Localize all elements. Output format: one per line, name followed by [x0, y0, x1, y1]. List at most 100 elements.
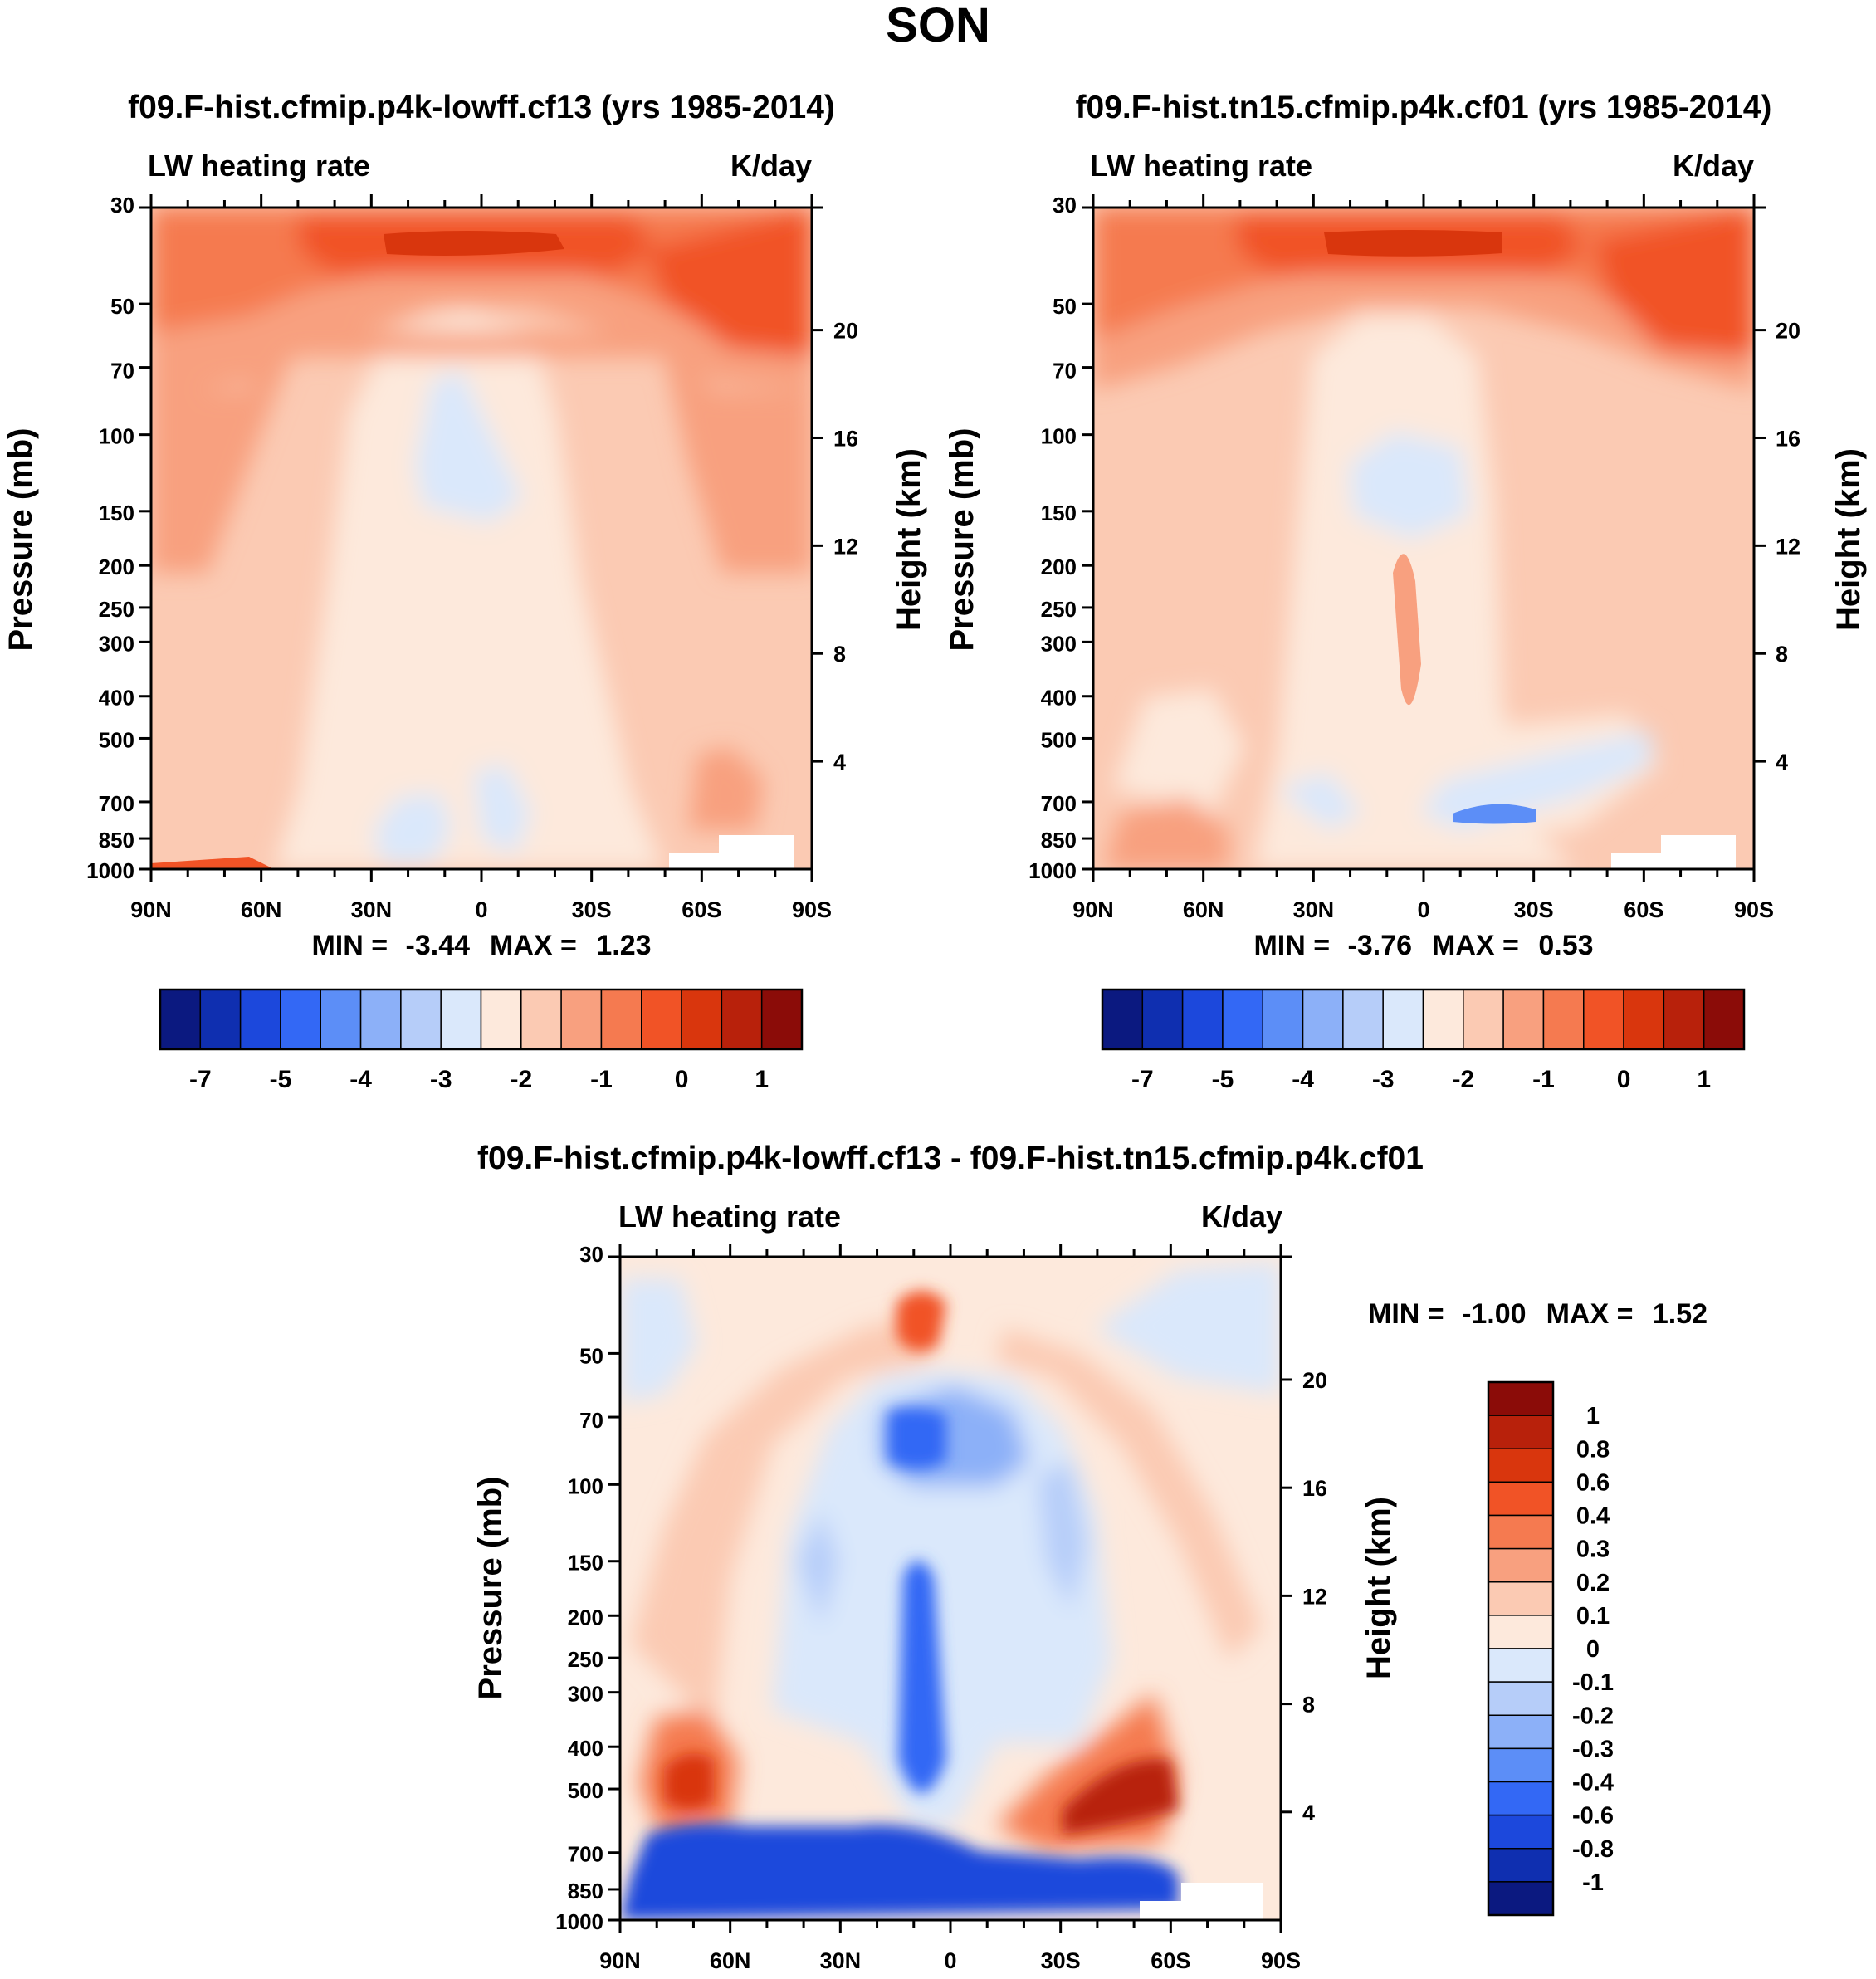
y-tick-label: 70: [110, 359, 134, 384]
panel-2-minmax: MIN = -3.76 MAX = 0.53: [1253, 930, 1593, 961]
panel-3-blue-side-right: [1038, 1461, 1087, 1610]
y-tick-label: 30: [1053, 193, 1077, 217]
x-tick-label: 0: [475, 897, 487, 922]
colorbar-tick-label: 0.8: [1576, 1436, 1610, 1463]
height-tick-label: 8: [1302, 1693, 1315, 1718]
panel-3-ylabel-pressure: Pressure (mb): [472, 1477, 509, 1700]
x-tick-label: 30S: [572, 897, 612, 922]
panel-2-left-label: LW heating rate: [1090, 149, 1312, 183]
colorbar-tick-label: 1: [1586, 1403, 1600, 1429]
colorbar-swatch: [159, 989, 202, 1050]
colorbar-swatch: [400, 989, 442, 1050]
panel-2-blue-upper: [1349, 432, 1469, 540]
panel-2-blue-streak: [1453, 804, 1536, 824]
y-tick-label: 250: [99, 597, 134, 622]
panel-2-min-value: -3.76: [1348, 930, 1413, 961]
panel-1-ylabel-height: Height (km): [891, 448, 927, 631]
colorbar-swatch: [1382, 989, 1424, 1050]
height-tick-label: 4: [833, 750, 846, 774]
colorbar-swatch: [1488, 1514, 1554, 1550]
panel-1-strat-core: [384, 231, 564, 256]
colorbar-swatch: [1141, 989, 1184, 1050]
colorbar-tick-label: -0.6: [1572, 1803, 1614, 1830]
panel-3-y-ticks: 30 50 70 100 150 200 250 300 400 500 700 850 1000: [555, 1242, 620, 1934]
panel-1-mid-band: [151, 332, 812, 573]
colorbar-swatch: [681, 989, 723, 1050]
panel-3-sfc-red-right-core: [1063, 1758, 1179, 1835]
colorbar-swatch: [480, 989, 522, 1050]
colorbar-swatch: [1302, 989, 1344, 1050]
colorbar-swatch: [1222, 989, 1263, 1050]
y-tick-label: 1000: [1028, 858, 1077, 883]
x-tick-label: 30N: [351, 897, 393, 922]
panel-2: f09.F-hist.tn15.cfmip.p4k.cf01 (yrs 1985…: [944, 90, 1867, 1093]
colorbar-swatch: [1181, 989, 1224, 1050]
x-tick-label: 60N: [241, 897, 282, 922]
panel-3-colorbar: 1 0.8 0.6 0.4 0.3 0.2 0.1 0 -0.1 -0.2 -0.3 -0.4 -0.6…: [1487, 1380, 1614, 1917]
y-tick-label: 500: [99, 727, 134, 752]
panel-2-blue-lower: [1419, 731, 1652, 830]
figure-title: SON: [886, 0, 990, 52]
x-tick-label: 90S: [1261, 1948, 1301, 1973]
colorbar-swatch: [1463, 989, 1504, 1050]
height-tick-label: 12: [1776, 534, 1800, 559]
x-tick-label: 60N: [1183, 897, 1224, 922]
colorbar-swatch: [1583, 989, 1624, 1050]
x-tick-label: 90N: [599, 1948, 641, 1973]
colorbar-tick-label: 1: [1697, 1066, 1711, 1093]
y-tick-label: 150: [99, 501, 134, 525]
panel-3-missing-region: [1140, 1883, 1263, 1920]
panel-1-max-value: 1.23: [596, 930, 651, 961]
colorbar-swatch: [1703, 989, 1745, 1050]
panel-3-height-ticks: 20 16 12 8 4: [1281, 1255, 1327, 1825]
y-tick-label: 70: [1053, 359, 1077, 384]
colorbar-tick-label: -3: [1372, 1066, 1395, 1093]
height-tick-label: 12: [1302, 1584, 1327, 1609]
colorbar-swatch: [1488, 1747, 1554, 1783]
panel-2-title: f09.F-hist.tn15.cfmip.p4k.cf01 (yrs 1985…: [1076, 90, 1772, 125]
colorbar-swatch: [1502, 989, 1545, 1050]
panel-1-blue-lower-b: [473, 764, 531, 855]
panel-3-field: [620, 1257, 1281, 1920]
colorbar-swatch: [1488, 1881, 1554, 1916]
panel-1-height-ticks: 20 16 12 8 4: [812, 206, 858, 774]
height-tick-label: 4: [1302, 1801, 1315, 1825]
panel-2-strat-core: [1324, 230, 1502, 257]
colorbar-tick-label: -1: [1582, 1869, 1604, 1896]
colorbar-tick-label: -5: [1212, 1066, 1234, 1093]
colorbar-tick-label: 0.6: [1576, 1469, 1610, 1496]
panel-3-blue-upper-left: [620, 1278, 697, 1403]
y-tick-label: 500: [1041, 727, 1077, 752]
height-tick-label: 16: [1302, 1476, 1327, 1501]
panel-1-missing-region: [669, 835, 794, 869]
panel-2-min-label: MIN =: [1253, 930, 1337, 961]
colorbar-swatch: [359, 989, 402, 1050]
panel-1-colorbar: -7 -5 -4 -3 -2 -1 0 1: [159, 988, 804, 1093]
panel-3-x-ticks: 90N 60N 30N 0 30S 60S 90S: [599, 1244, 1301, 1973]
panel-1-ylabel-pressure: Pressure (mb): [2, 428, 39, 652]
panel-3-blue-side-left: [797, 1511, 838, 1627]
y-tick-label: 100: [568, 1473, 603, 1498]
panel-2-ylabel-height: Height (km): [1830, 448, 1867, 631]
colorbar-swatch: [1623, 989, 1665, 1050]
colorbar-swatch: [1262, 989, 1304, 1050]
panel-2-y-ticks: 30 50 70 100 150 200 250 300 400 500 700 850 1000: [1028, 193, 1093, 883]
colorbar-swatch: [600, 989, 642, 1050]
panel-1-strat-south-red: [647, 208, 812, 357]
panel-3-max-value: 1.52: [1653, 1298, 1707, 1330]
colorbar-swatch: [1488, 1581, 1554, 1616]
panel-3-blue-dome: [772, 1370, 1112, 1826]
colorbar-swatch: [199, 989, 242, 1050]
height-tick-label: 16: [833, 426, 858, 451]
y-tick-label: 250: [1041, 597, 1077, 622]
colorbar-tick-label: 0.4: [1576, 1503, 1610, 1530]
x-tick-label: 60S: [682, 897, 721, 922]
colorbar-tick-label: 0: [1617, 1066, 1631, 1093]
x-tick-label: 90N: [1072, 897, 1114, 922]
panel-3-min-value: -1.00: [1462, 1298, 1527, 1330]
y-tick-label: 500: [568, 1778, 603, 1803]
panel-1-minmax: MIN = -3.44 MAX = 1.23: [311, 930, 651, 961]
panel-3-ylabel-height: Height (km): [1361, 1497, 1397, 1679]
y-tick-label: 200: [568, 1605, 603, 1630]
